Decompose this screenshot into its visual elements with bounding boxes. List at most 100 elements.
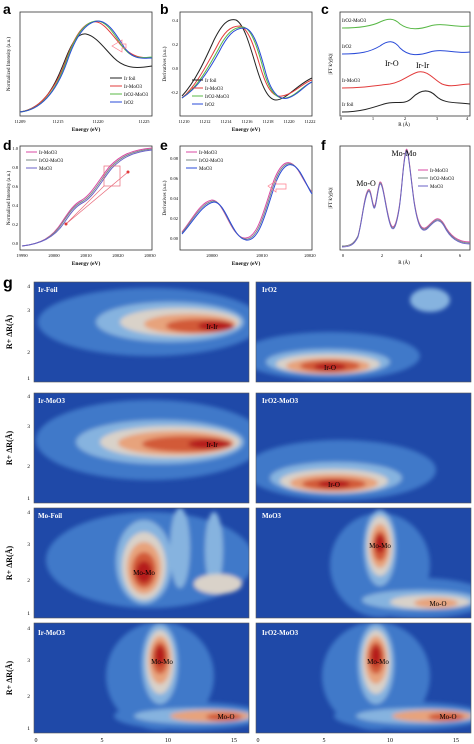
curve-ir-foil bbox=[19, 33, 153, 113]
wavelet-map-title: IrO2-MoO3 bbox=[262, 629, 299, 637]
legend-moo3: MoO3 bbox=[199, 167, 213, 172]
legend-iro2-moo3: IrO2-MoO3 bbox=[124, 93, 149, 98]
marker-dot bbox=[64, 222, 68, 226]
panel-f-xtick: 2 bbox=[381, 253, 383, 258]
panel-a-xtick: 11215 bbox=[52, 119, 64, 124]
curve-iro2 bbox=[181, 27, 313, 99]
panel-c-xlabel: R (Å) bbox=[398, 122, 410, 128]
legend-iro2: IrO2 bbox=[205, 103, 215, 108]
panel-c-xtick: 4 bbox=[466, 116, 469, 121]
wavelet-ytick: 3 bbox=[27, 308, 30, 314]
legend-ir-moo3: Ir-MoO3 bbox=[39, 151, 57, 156]
panel-f-legend: Ir-MoO3 IrO2-MoO3 MoO3 bbox=[418, 169, 455, 190]
panel-d-xtick: 20020 bbox=[112, 253, 124, 258]
panel-b: b Derivatives (a.u.) 0.4 0.2 0.0 -0.2 En… bbox=[160, 1, 316, 133]
curve-iro2 bbox=[341, 41, 471, 56]
curve-iro2-moo3 bbox=[21, 148, 153, 247]
panel-e-letter: e bbox=[160, 137, 168, 153]
wavelet-peak2-label: Mo-O bbox=[429, 600, 446, 608]
panel-e: e Derivatives (a.u.) 0.08 0.06 0.04 0.02… bbox=[160, 137, 316, 267]
wavelet-xtick: 0 bbox=[257, 738, 260, 744]
panel-a: a Normalized Intensity (a.u.) Energy (eV… bbox=[3, 1, 153, 133]
panel-b-ylabel: Derivatives (a.u.) bbox=[163, 46, 168, 81]
label-iro2-moo3: IrO2-MoO3 bbox=[342, 19, 367, 24]
panel-a-frame bbox=[19, 11, 153, 117]
annotation-ir-ir: Ir-Ir bbox=[416, 61, 429, 70]
panel-c-frame bbox=[339, 11, 471, 117]
wavelet-ytick: 4 bbox=[27, 626, 30, 632]
wavelet-map-mo-foil: Mo-Foil Mo-Mo bbox=[33, 507, 250, 619]
curve-iro2-moo3 bbox=[341, 149, 471, 247]
wavelet-peak-label: Mo-Mo bbox=[369, 542, 391, 550]
panel-b-xtick: 11212 bbox=[199, 119, 210, 124]
curve-ir-foil bbox=[181, 19, 313, 101]
panel-d-xlabel: Energy (eV) bbox=[72, 260, 101, 267]
wavelet-ytick: 2 bbox=[27, 694, 30, 700]
panel-e-ytick: 0.00 bbox=[170, 236, 179, 241]
panel-b-xlabel: Energy (eV) bbox=[232, 126, 261, 133]
wavelet-ylabel: R+ ΔR(Å) bbox=[5, 431, 14, 466]
panel-d-ytick: 1.0 bbox=[12, 146, 18, 151]
wavelet-ytick: 3 bbox=[27, 658, 30, 664]
curve-ir-moo3 bbox=[181, 162, 313, 239]
wavelet-ytick: 1 bbox=[27, 726, 30, 732]
wavelet-ytick: 1 bbox=[27, 376, 30, 382]
panel-b-legend: Ir foil Ir-MoO3 IrO2-MoO3 IrO2 bbox=[192, 79, 230, 108]
wavelet-xtick: 5 bbox=[323, 738, 326, 744]
wavelet-map-title: Ir-Foil bbox=[38, 286, 58, 294]
wavelet-peak2-label: Mo-O bbox=[217, 713, 234, 721]
wavelet-ytick: 4 bbox=[27, 284, 30, 290]
panel-d-ytick: 0.8 bbox=[12, 165, 18, 170]
wavelet-map-iro2-moo3: IrO2-MoO3 Ir-O bbox=[255, 392, 472, 504]
panel-a-legend: Ir foil Ir-MoO3 IrO2-MoO3 IrO2 bbox=[110, 77, 149, 106]
panel-d-letter: d bbox=[3, 137, 12, 153]
wavelet-ytick: 2 bbox=[27, 464, 30, 470]
wavelet-xtick: 15 bbox=[231, 738, 237, 744]
panel-a-letter: a bbox=[3, 1, 11, 17]
curve-moo3 bbox=[341, 150, 471, 248]
panel-e-xtick: 20000 bbox=[206, 253, 218, 258]
curve-moo3 bbox=[21, 149, 153, 247]
legend-ir-moo3: Ir-MoO3 bbox=[124, 85, 142, 90]
curve-iro2-moo3 bbox=[181, 163, 313, 240]
wavelet-map-title: Ir-MoO3 bbox=[38, 629, 65, 637]
wavelet-x-axis: 0 5 10 15 0 5 10 15 bbox=[35, 738, 460, 744]
panel-a-xlabel: Energy (eV) bbox=[72, 126, 101, 133]
shift-arrow bbox=[111, 39, 127, 53]
panel-b-letter: b bbox=[160, 1, 169, 17]
legend-iro2-moo3: IrO2-MoO3 bbox=[430, 177, 455, 182]
legend-ir-moo3: Ir-MoO3 bbox=[430, 169, 448, 174]
legend-ir-moo3: Ir-MoO3 bbox=[199, 151, 217, 156]
wavelet-map-iro2: IrO2 Ir-O bbox=[255, 281, 472, 383]
panel-e-ylabel: Derivatives (a.u.) bbox=[163, 180, 168, 215]
panel-d-xtick: 20030 bbox=[144, 253, 156, 258]
annotation-mo-o: Mo-O bbox=[356, 179, 376, 188]
annotation-mo-mo: Mo-Mo bbox=[392, 149, 417, 158]
wavelet-xtick: 15 bbox=[453, 738, 459, 744]
panel-b-ytick: 0.0 bbox=[172, 66, 178, 71]
wavelet-xtick: 5 bbox=[101, 738, 104, 744]
panel-e-ytick: 0.02 bbox=[170, 216, 178, 221]
label-iro2: IrO2 bbox=[342, 45, 352, 50]
panel-e-xtick: 20020 bbox=[304, 253, 316, 258]
wavelet-xtick: 10 bbox=[387, 738, 393, 744]
legend-ir-foil: Ir foil bbox=[205, 79, 217, 84]
panel-d-ytick: 0.4 bbox=[12, 203, 18, 208]
panel-f-xtick: 4 bbox=[420, 253, 423, 258]
panel-f-xlabel: R (Å) bbox=[398, 260, 410, 266]
panel-e-legend: Ir-MoO3 IrO2-MoO3 MoO3 bbox=[186, 151, 224, 172]
curve-ir-moo3 bbox=[21, 147, 153, 247]
panel-b-ytick: 0.4 bbox=[172, 18, 178, 23]
panel-e-xtick: 20010 bbox=[256, 253, 268, 258]
label-ir-moo3: Ir-MoO3 bbox=[342, 79, 360, 84]
panel-d-ytick: 0.2 bbox=[12, 222, 18, 227]
legend-iro2-moo3: IrO2-MoO3 bbox=[39, 159, 64, 164]
wavelet-xtick: 10 bbox=[165, 738, 171, 744]
marker-dot bbox=[126, 170, 130, 174]
panel-f: f |FT k³χ(k)| R (Å) 0 2 4 6 Mo-Mo Mo-O I… bbox=[321, 137, 471, 266]
wavelet-peak-label: Mo-Mo bbox=[151, 658, 173, 666]
panel-b-frame bbox=[179, 11, 313, 117]
panel-d-xtick: 19990 bbox=[16, 253, 28, 258]
panel-f-frame bbox=[339, 145, 471, 251]
